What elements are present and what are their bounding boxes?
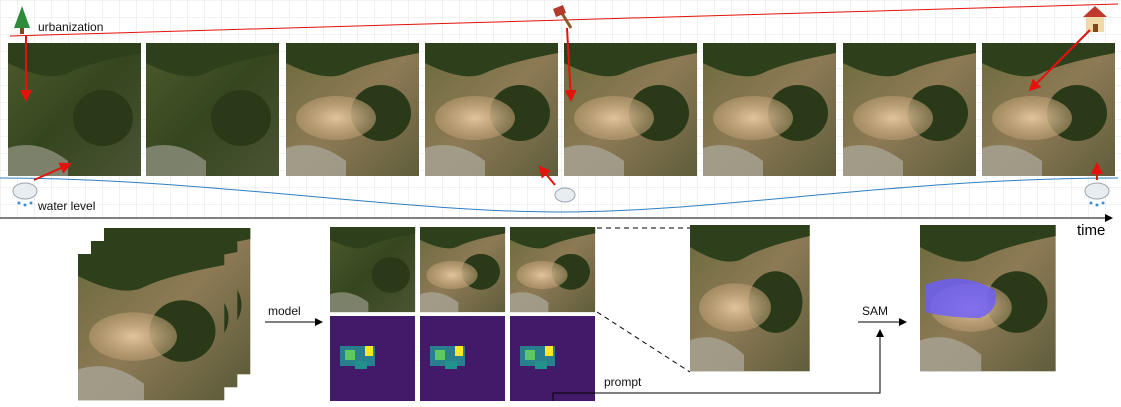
sam-label: SAM <box>862 304 888 318</box>
prompt-label: prompt <box>604 375 642 389</box>
water-level-label: water level <box>37 199 95 213</box>
input-stack <box>78 228 250 400</box>
time-label: time <box>1077 222 1105 239</box>
model-outputs <box>330 227 595 401</box>
dashed-connector <box>597 312 690 372</box>
urbanization-label: urbanization <box>38 20 103 34</box>
diagram: urbanization water level time model <box>0 0 1121 407</box>
segmented-image <box>920 225 1056 371</box>
model-label: model <box>268 304 301 318</box>
selected-image <box>690 225 810 371</box>
